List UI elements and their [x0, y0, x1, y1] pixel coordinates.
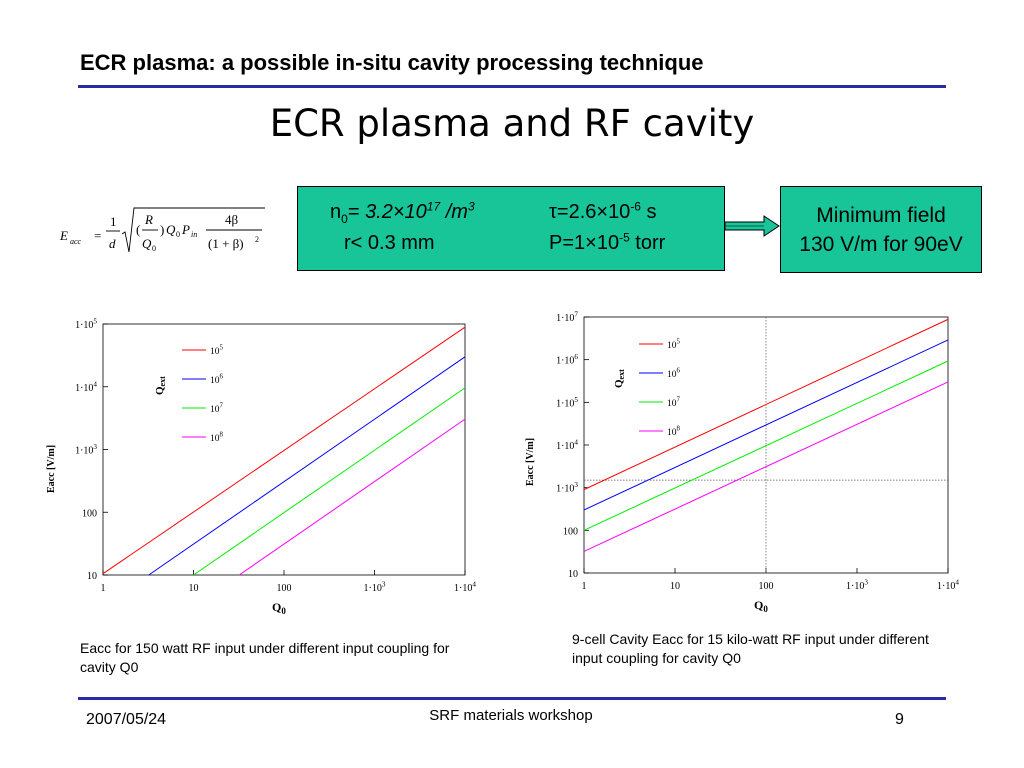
formula-one: 1 — [110, 214, 117, 229]
legend-title: Qext — [613, 369, 626, 388]
plot-frame — [583, 316, 949, 574]
density-unit-exp: 3 — [467, 199, 475, 214]
legend-label: 106 — [667, 368, 681, 380]
slide-title: ECR plasma and RF cavity — [269, 102, 755, 145]
y-tick-label: 1·104 — [75, 380, 97, 394]
y-tick-label: 100 — [82, 508, 97, 519]
pressure-text: P=1×10-5 torr — [549, 230, 666, 255]
formula-lhs-sub: acc — [70, 237, 82, 246]
header-rule — [78, 85, 946, 88]
formula-four-beta: 4β — [225, 212, 239, 227]
tau-exp: -6 — [630, 199, 641, 214]
series-line-10-6 — [148, 356, 466, 576]
y-tick-label: 1·105 — [75, 318, 97, 332]
legend-label: 108 — [667, 426, 681, 438]
density-unit: /m — [440, 201, 468, 223]
y-tick-label: 1·106 — [556, 353, 578, 367]
y-tick-label: 1·103 — [75, 443, 97, 457]
x-axis-label: Q0 — [272, 600, 286, 616]
x-axis-label: Q0 — [754, 598, 768, 614]
formula-p-sub: in — [191, 230, 197, 239]
y-axis-label: Eacc [V/m] — [525, 438, 536, 486]
pressure-value: P=1×10 — [549, 232, 620, 254]
density-symbol: n — [330, 201, 342, 223]
formula-r: R — [144, 212, 153, 227]
series-line-10-7 — [193, 387, 466, 576]
legend-label: 107 — [667, 397, 681, 409]
x-tick-label: 100 — [277, 583, 292, 594]
formula-q0-b-sub: 0 — [176, 230, 180, 239]
tau-unit: s — [640, 201, 657, 223]
eacc-chart-150w: 1 10 100 1·103 1·104 10 100 1·103 1·104 1·105 105 1… — [46, 318, 476, 617]
footer-rule — [78, 697, 946, 700]
formula-paren-open: ( — [136, 222, 140, 237]
y-tick-label: 1·107 — [556, 311, 578, 325]
legend-label: 107 — [210, 403, 224, 415]
x-tick-label: 1 — [101, 583, 106, 594]
x-tick-label: 100 — [759, 581, 774, 592]
pressure-exp: -5 — [619, 230, 630, 245]
eacc-formula: E acc = 1 d ( R Q 0 ) Q 0 P in 4β (1 + β… — [59, 207, 265, 253]
formula-denominator: (1 + β) — [208, 236, 244, 251]
slide-header: ECR plasma: a possible in-situ cavity pr… — [80, 50, 704, 75]
y-tick-label: 1·103 — [556, 481, 578, 495]
legend-label: 108 — [210, 432, 224, 444]
x-tick-label: 1·104 — [454, 581, 476, 595]
eacc-chart-15kw: 1 10 100 1·103 1·104 10 100 1·103 1·104 1·105 1·10… — [525, 311, 959, 615]
series-line-10-5 — [102, 326, 466, 575]
pressure-unit: torr — [629, 232, 666, 254]
caption-right: 9-cell Cavity Eacc for 15 kilo-watt RF i… — [572, 631, 929, 666]
formula-q0-sub: 0 — [152, 244, 156, 253]
formula-q0: Q — [142, 236, 152, 251]
arrow-right-icon — [724, 215, 780, 237]
footer-title: SRF materials workshop — [429, 707, 593, 724]
y-tick-label: 1·104 — [556, 439, 578, 453]
series-line-10-8 — [583, 381, 949, 552]
density-sub: 0 — [341, 212, 348, 226]
minimum-field-line1: Minimum field — [816, 204, 946, 227]
x-tick-label: 1 — [582, 581, 587, 592]
y-tick-label: 1·105 — [556, 396, 578, 410]
series-line-10-7 — [583, 360, 949, 531]
tau-value: τ=2.6×10 — [549, 201, 631, 223]
caption-left: Eacc for 150 watt RF input under differe… — [80, 640, 450, 675]
x-tick-label: 10 — [189, 583, 199, 594]
x-tick-label: 1·103 — [846, 579, 868, 593]
legend-label: 106 — [210, 374, 224, 386]
legend-label: 105 — [667, 339, 681, 351]
density-exp: 17 — [426, 199, 441, 214]
series-line-10-6 — [583, 339, 949, 511]
formula-square: 2 — [255, 235, 259, 244]
legend-title: Qext — [154, 376, 167, 395]
density-text: n0= 3.2×1017 /m3 — [330, 199, 475, 226]
density-eq: = — [347, 201, 366, 223]
footer-page-number: 9 — [895, 711, 904, 728]
legend-label: 105 — [210, 345, 224, 357]
formula-q0-b: Q — [166, 222, 176, 237]
tau-text: τ=2.6×10-6 s — [549, 199, 657, 224]
y-tick-label: 10 — [87, 571, 97, 582]
y-tick-label: 100 — [563, 526, 578, 537]
plot-frame — [102, 323, 466, 576]
x-tick-label: 1·103 — [364, 581, 386, 595]
formula-p: P — [181, 222, 190, 237]
series-line-10-8 — [238, 418, 466, 576]
y-tick-label: 10 — [568, 569, 578, 580]
radius-text: r< 0.3 mm — [344, 232, 435, 254]
series-line-10-5 — [583, 318, 949, 491]
formula-paren-close: ) — [160, 222, 164, 237]
y-axis-label: Eacc [V/m] — [46, 445, 57, 493]
formula-eq: = — [94, 228, 101, 243]
formula-d: d — [109, 236, 116, 251]
x-tick-label: 1·104 — [937, 579, 959, 593]
plasma-parameters-box: n0= 3.2×1017 /m3 τ=2.6×10-6 s r< 0.3 mm … — [297, 186, 725, 271]
density-value: 3.2×10 — [365, 201, 427, 223]
formula-lhs: E — [59, 228, 68, 243]
footer-date: 2007/05/24 — [86, 711, 167, 728]
minimum-field-box: Minimum field 130 V/m for 90eV — [780, 186, 982, 273]
minimum-field-line2: 130 V/m for 90eV — [799, 233, 963, 256]
x-tick-label: 10 — [670, 581, 680, 592]
